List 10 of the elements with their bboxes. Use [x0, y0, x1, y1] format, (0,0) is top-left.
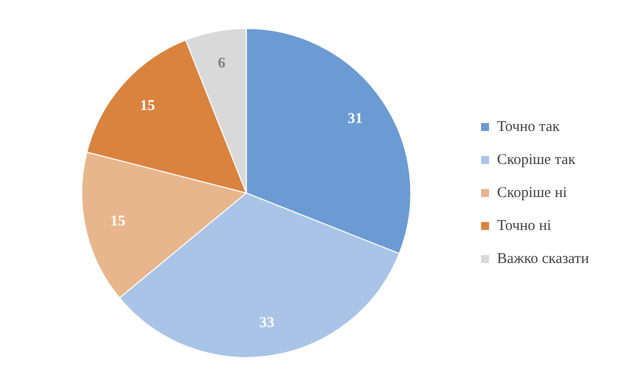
legend-label: Скоріше ні	[497, 184, 567, 201]
data-label: 31	[348, 110, 363, 127]
data-label: 15	[110, 214, 126, 230]
data-label: 6	[218, 56, 226, 72]
data-label: 33	[259, 314, 274, 331]
legend-label: Точно так	[497, 118, 560, 135]
data-label: 15	[140, 98, 156, 114]
legend-label: Точно ні	[497, 218, 552, 234]
legend-label: Важко сказати	[497, 250, 590, 267]
legend-label: Скоріше так	[497, 152, 576, 168]
